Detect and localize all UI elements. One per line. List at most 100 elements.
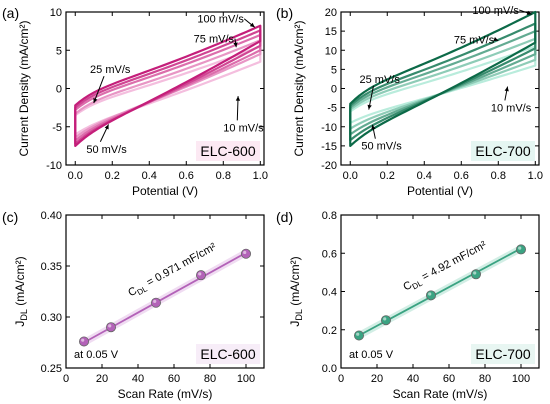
data-point-highlight bbox=[153, 299, 157, 304]
panel-label: (c) bbox=[2, 209, 18, 225]
y-tick-label: 0.35 bbox=[41, 261, 62, 273]
y-axis-title-main: J bbox=[13, 321, 27, 327]
annotation-arrow-head bbox=[493, 36, 499, 41]
y-tick-label: 0.30 bbox=[41, 312, 62, 324]
x-tick-label: 0.8 bbox=[216, 170, 231, 182]
y-tick-label: -5 bbox=[327, 103, 337, 115]
y-tick-label: 0.25 bbox=[41, 363, 62, 375]
annotation-label: 100 mV/s bbox=[197, 14, 244, 26]
plot-frame bbox=[65, 214, 265, 369]
y-axis-title-sub: DL bbox=[19, 309, 29, 321]
y-tick-label: -10 bbox=[321, 122, 337, 134]
x-tick-label: 0.0 bbox=[343, 170, 358, 182]
y-tick-label: -20 bbox=[321, 160, 337, 172]
y-tick-label: 0.6 bbox=[322, 248, 337, 260]
annotation-label: 75 mV/s bbox=[454, 34, 495, 46]
y-tick-label: 0.40 bbox=[41, 210, 62, 222]
annotation-arrow-head bbox=[233, 42, 238, 48]
y-axis-title-sub: DL bbox=[294, 309, 304, 321]
x-tick-label: 80 bbox=[204, 373, 216, 385]
sample-label-box bbox=[471, 141, 535, 161]
annotation-label: 75 mV/s bbox=[194, 34, 235, 46]
panel-label: (b) bbox=[276, 5, 293, 21]
y-tick-label: 20 bbox=[325, 7, 337, 19]
annotation-label: 10 mV/s bbox=[223, 122, 264, 134]
data-point bbox=[353, 330, 364, 341]
data-point-highlight bbox=[243, 250, 247, 255]
data-point-highlight bbox=[428, 292, 432, 296]
condition-label: at 0.05 V bbox=[349, 349, 394, 361]
annotation-arrow-head bbox=[249, 22, 255, 28]
chart-panel-4: (d) 0 20 40 60 80 100 0.0 0.2 0.4 0.6 0.8 Scan Rate … bbox=[276, 209, 540, 401]
x-tick-label: 20 bbox=[371, 373, 383, 385]
x-tick-label: 0.2 bbox=[105, 170, 120, 182]
annotation-arrow-head bbox=[526, 10, 532, 15]
annotation-label: 50 mV/s bbox=[361, 141, 402, 153]
y-axis-title: JDL (mA/cm²) bbox=[288, 256, 304, 326]
chart-panel-1: (a) 0.0 0.2 0.4 0.6 0.8 1.0 -10 -5 0 5 10 Potential … bbox=[2, 5, 268, 198]
y-tick-label: 0 bbox=[331, 84, 337, 96]
fit-label-value: = 0.971 mF/cm² bbox=[142, 241, 218, 291]
panel-label: (a) bbox=[2, 5, 19, 21]
x-tick-label: 40 bbox=[132, 373, 144, 385]
x-tick-label: 0.6 bbox=[454, 170, 469, 182]
x-tick-label: 1.0 bbox=[528, 170, 543, 182]
x-tick-label: 0.0 bbox=[68, 170, 83, 182]
sample-label-box bbox=[196, 344, 260, 364]
sample-label: ELC-700 bbox=[475, 346, 530, 362]
sample-label: ELC-600 bbox=[200, 143, 255, 159]
y-tick-label: 0.0 bbox=[322, 363, 337, 375]
data-point bbox=[79, 336, 90, 347]
annotation-arrow-head bbox=[371, 124, 376, 130]
y-axis-title-unit: (mA/cm²) bbox=[13, 256, 27, 309]
annotation-arrow-head bbox=[104, 124, 109, 130]
y-tick-label: 5 bbox=[331, 64, 337, 76]
x-tick-label: 40 bbox=[407, 373, 419, 385]
data-point bbox=[195, 270, 206, 281]
data-point-highlight bbox=[108, 324, 112, 328]
y-tick-label: 0 bbox=[56, 84, 62, 96]
y-axis-title: JDL (mA/cm²) bbox=[13, 256, 29, 326]
x-tick-label: 0.8 bbox=[491, 170, 506, 182]
chart-panel-3: (c) 0 20 40 60 80 100 0.25 0.30 0.35 0.40 Scan Rate… bbox=[2, 209, 265, 401]
y-tick-label: -5 bbox=[52, 122, 62, 134]
x-axis-title: Scan Rate (mV/s) bbox=[118, 387, 213, 401]
x-tick-label: 0 bbox=[338, 373, 344, 385]
annotation-arrow-head bbox=[367, 104, 372, 110]
x-axis-title: Potential (V) bbox=[407, 184, 473, 198]
data-point bbox=[150, 297, 161, 308]
data-point bbox=[106, 322, 117, 333]
y-axis-title-unit: (mA/cm²) bbox=[288, 256, 302, 309]
data-point bbox=[425, 290, 436, 301]
y-axis-title: Current Density (mA/cm²) bbox=[292, 20, 306, 156]
x-tick-label: 0.4 bbox=[142, 170, 157, 182]
x-tick-label: 60 bbox=[443, 373, 455, 385]
data-point-highlight bbox=[81, 338, 85, 342]
cv-curve-100mVs bbox=[74, 24, 262, 147]
annotation-label: 25 mV/s bbox=[360, 74, 401, 86]
data-point-highlight bbox=[356, 332, 360, 336]
x-axis-title: Potential (V) bbox=[132, 184, 198, 198]
cv-curve-50mVs bbox=[349, 30, 537, 136]
x-axis-title: Scan Rate (mV/s) bbox=[393, 387, 488, 401]
y-tick-label: 10 bbox=[325, 45, 337, 57]
x-tick-label: 0 bbox=[63, 373, 69, 385]
data-point bbox=[240, 248, 251, 259]
data-point bbox=[380, 315, 391, 326]
annotation-label: 50 mV/s bbox=[86, 144, 127, 156]
chart-panel-2: (b) 0.0 0.2 0.4 0.6 0.8 1.0 -20 -15 -10 -5 0 5 10 15 20… bbox=[276, 5, 543, 198]
x-tick-label: 0.2 bbox=[380, 170, 395, 182]
sample-label-box bbox=[196, 141, 260, 161]
x-tick-label: 60 bbox=[168, 373, 180, 385]
annotation-label: 100 mV/s bbox=[472, 5, 519, 17]
x-tick-label: 100 bbox=[512, 373, 530, 385]
y-tick-label: -10 bbox=[46, 160, 62, 172]
cv-curve-10mVs bbox=[349, 45, 537, 125]
annotation-arrow-head bbox=[504, 86, 509, 92]
y-tick-label: -15 bbox=[321, 141, 337, 153]
cv-curve-25mVs bbox=[349, 37, 537, 130]
y-tick-label: 10 bbox=[50, 7, 62, 19]
data-point-highlight bbox=[198, 272, 202, 276]
panel-label: (d) bbox=[276, 209, 293, 225]
